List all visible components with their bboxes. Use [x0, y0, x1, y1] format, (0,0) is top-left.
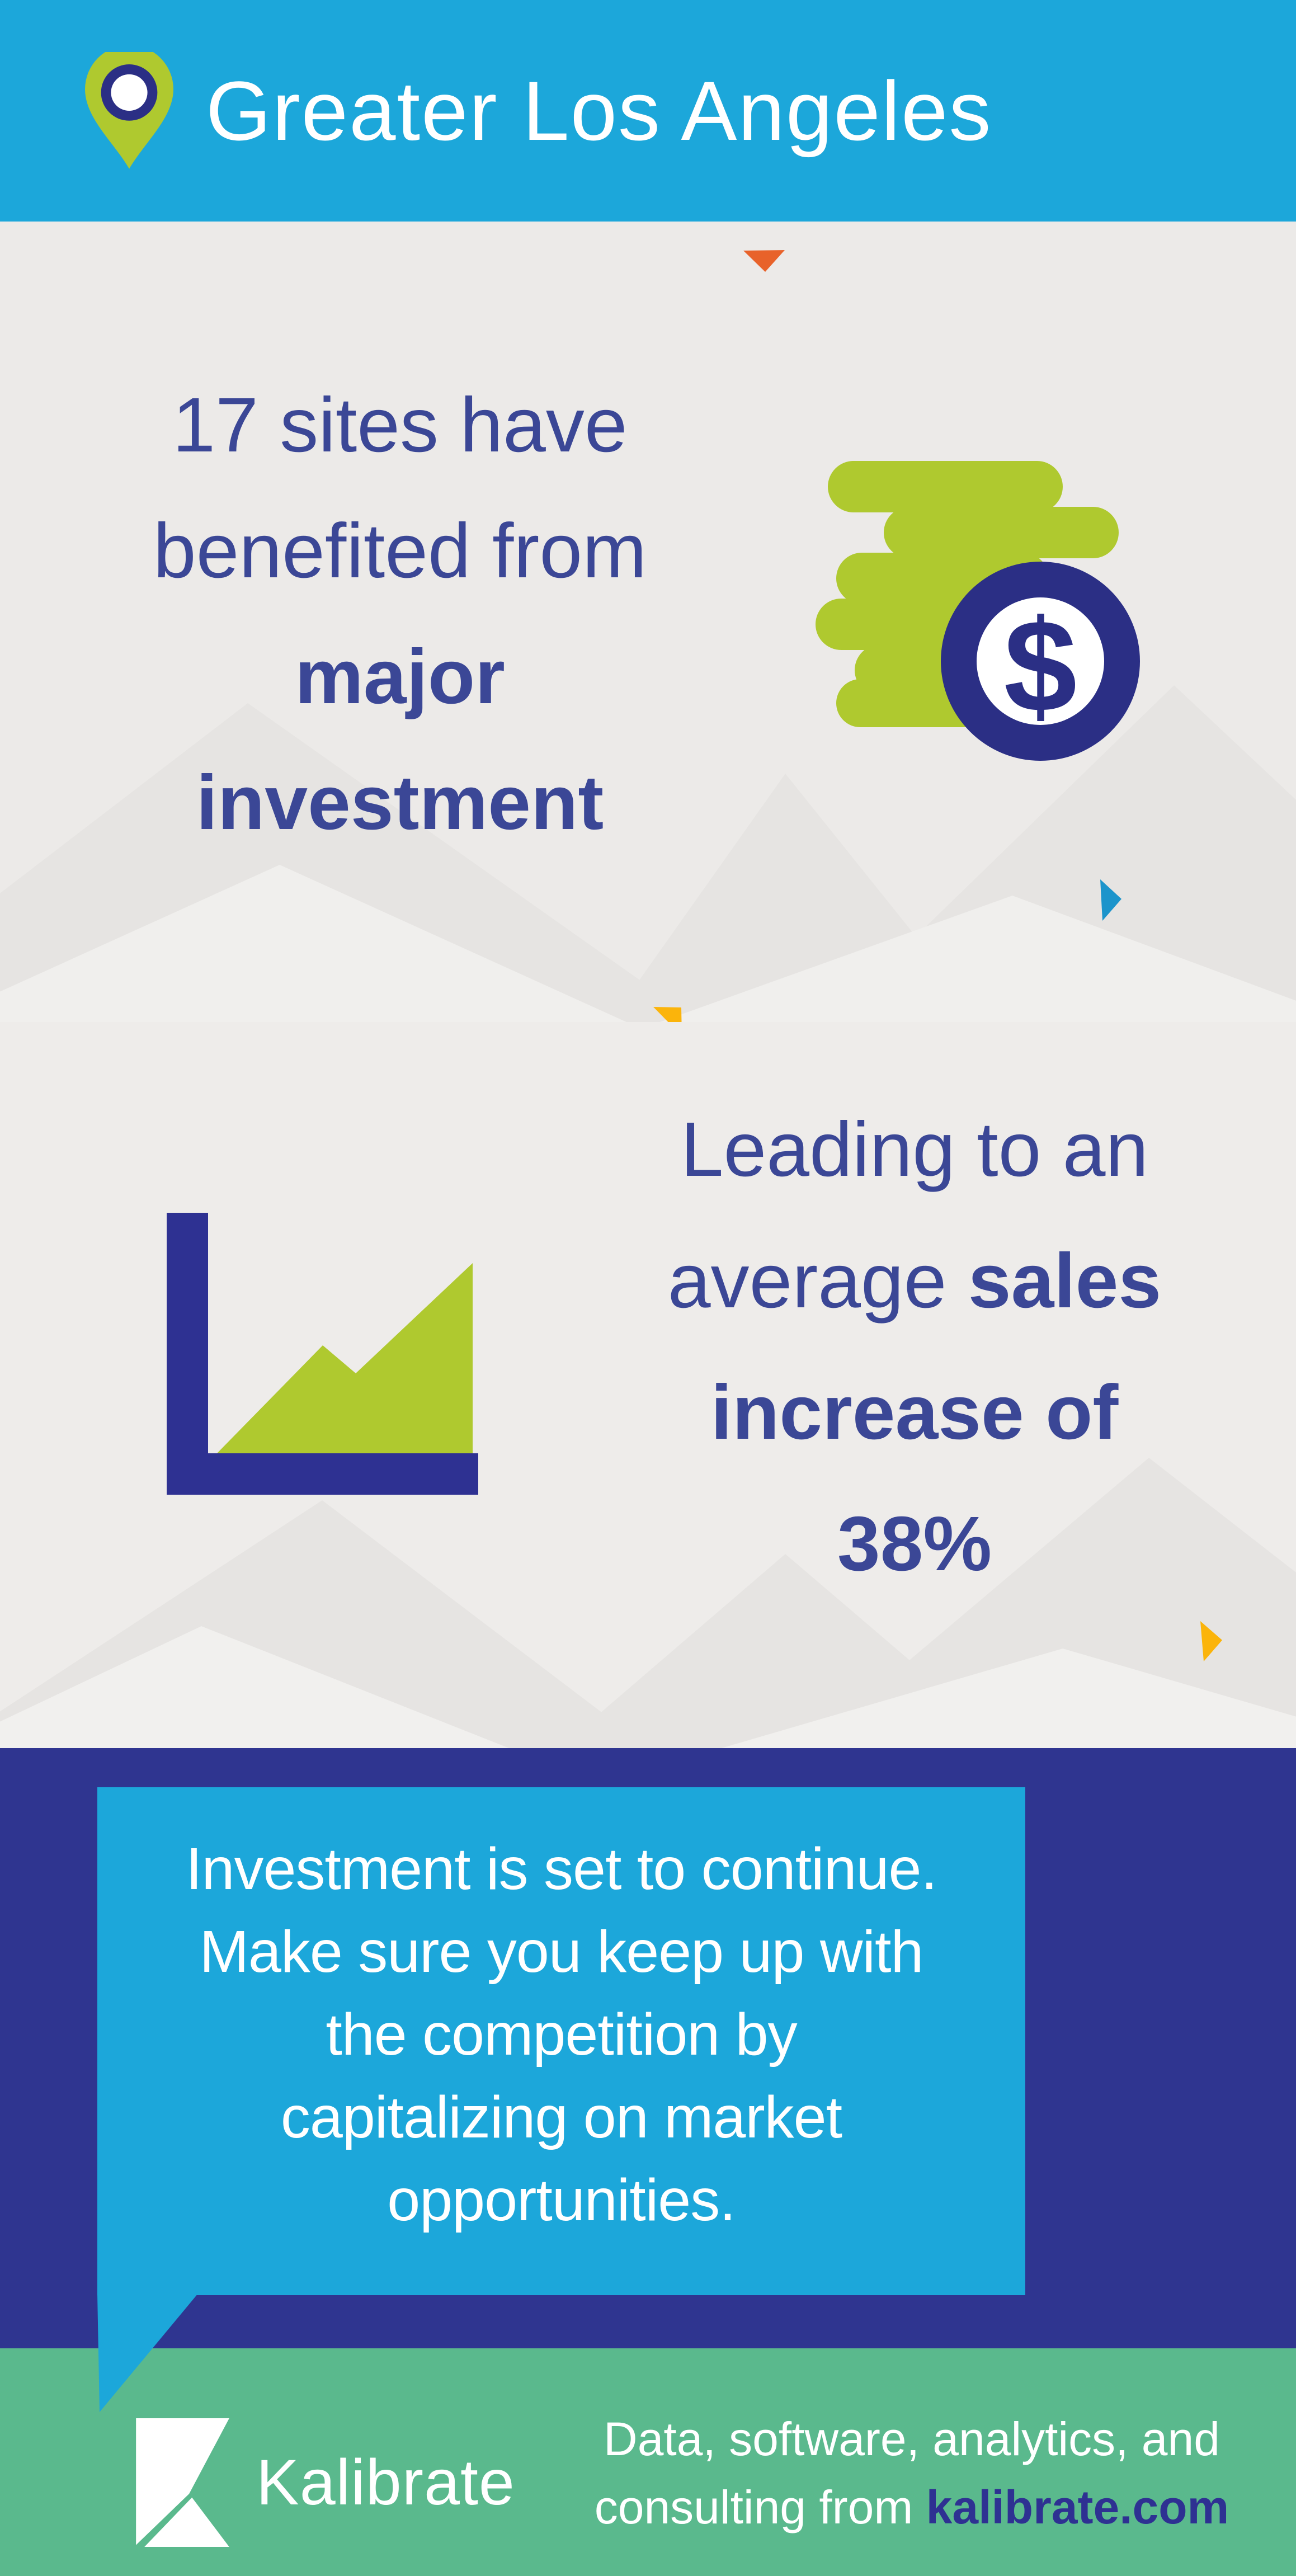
- stat-line: Leading to an: [680, 1106, 1149, 1193]
- header-banner: Greater Los Angeles: [0, 0, 1296, 222]
- stat-line-bold: major: [295, 634, 505, 720]
- footer-tagline: Data, software, analytics, and consultin…: [548, 2405, 1275, 2541]
- stat-line-light: average: [667, 1238, 968, 1324]
- stat-line-bold: sales: [968, 1238, 1162, 1324]
- callout-line: Investment is set to continue.: [186, 1836, 937, 1902]
- stat-percentage: 38%: [837, 1501, 992, 1587]
- stat-line: average sales: [565, 1216, 1264, 1347]
- investment-stat-text: 17 sites have benefited from major inves…: [22, 362, 777, 866]
- callout-line: opportunities.: [387, 2167, 736, 2233]
- tagline-light: consulting from: [594, 2481, 926, 2533]
- location-pin-icon: [85, 52, 173, 169]
- kalibrate-logo-mark-icon: [136, 2418, 229, 2547]
- sales-section: [0, 1022, 1296, 1748]
- dollar-sign-glyph: $: [1004, 592, 1077, 740]
- stat-line: 17 sites have: [172, 382, 628, 468]
- speech-bubble: Investment is set to continue. Make sure…: [97, 1787, 1025, 2295]
- tagline-line: consulting from kalibrate.com: [548, 2473, 1275, 2541]
- kalibrate-wordmark: Kalibrate: [256, 2447, 515, 2518]
- kalibrate-link[interactable]: kalibrate.com: [926, 2481, 1229, 2533]
- tagline-line: Data, software, analytics, and: [604, 2413, 1220, 2465]
- callout-line: the competition by: [326, 2002, 797, 2068]
- stat-line-bold: increase of: [710, 1369, 1119, 1456]
- kalibrate-logo: Kalibrate: [136, 2418, 515, 2547]
- mountains-background-icon: [0, 1458, 1296, 1748]
- callout-line: capitalizing on market: [280, 2084, 842, 2150]
- money-coins-icon: $: [816, 461, 1140, 761]
- stat-line: benefited from: [153, 508, 647, 594]
- speech-bubble-tail: [97, 2294, 198, 2412]
- stat-line-bold: investment: [196, 760, 604, 846]
- page-title: Greater Los Angeles: [206, 63, 992, 158]
- sales-stat-text: Leading to an average sales increase of …: [565, 1084, 1264, 1610]
- growth-chart-icon: [167, 1213, 478, 1495]
- callout-line: Make sure you keep up with: [199, 1919, 924, 1985]
- mountains-background-icon: [0, 685, 1296, 1022]
